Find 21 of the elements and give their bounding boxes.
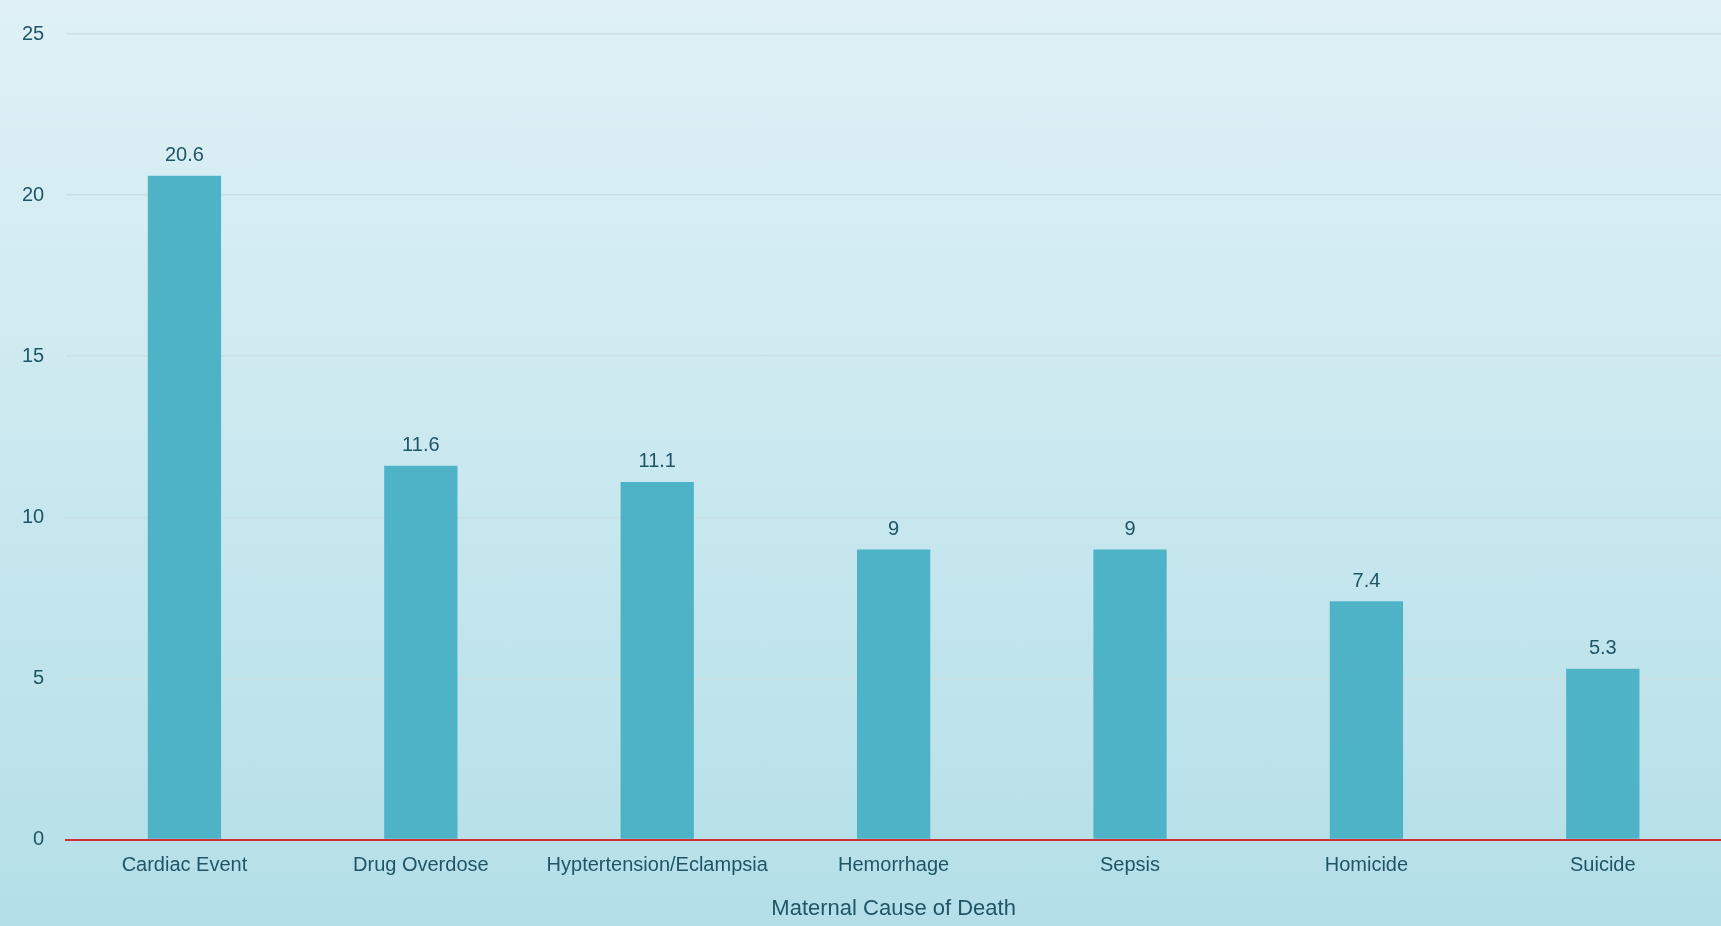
x-tick-label: Hyptertension/Eclampsia (546, 853, 769, 876)
data-label: 11.1 (638, 449, 676, 472)
y-tick-label: 25 (22, 21, 45, 44)
x-tick-label: Cardiac Event (121, 853, 248, 876)
x-tick-label: Homicide (1324, 853, 1409, 876)
y-tick-label: 20 (22, 182, 45, 205)
data-label: 11.6 (402, 433, 440, 456)
y-tick-label: 10 (22, 504, 45, 527)
y-tick-label: 0 (33, 827, 45, 850)
data-label: 20.6 (164, 143, 204, 166)
y-tick-label: 5 (33, 666, 45, 688)
data-label: 9 (888, 517, 900, 540)
data-label: 9 (1124, 517, 1136, 540)
x-tick-label: Hemorrhage (838, 853, 950, 876)
data-label: 7.4 (1352, 568, 1381, 591)
data-label: 5.3 (1588, 636, 1617, 659)
y-tick-label: 15 (22, 343, 45, 366)
x-tick-label: Suicide (1570, 853, 1636, 876)
x-tick-label: Sepsis (1100, 853, 1161, 876)
x-axis-title: Maternal Cause of Death (771, 894, 1016, 920)
x-tick-label: Drug Overdose (353, 853, 489, 876)
